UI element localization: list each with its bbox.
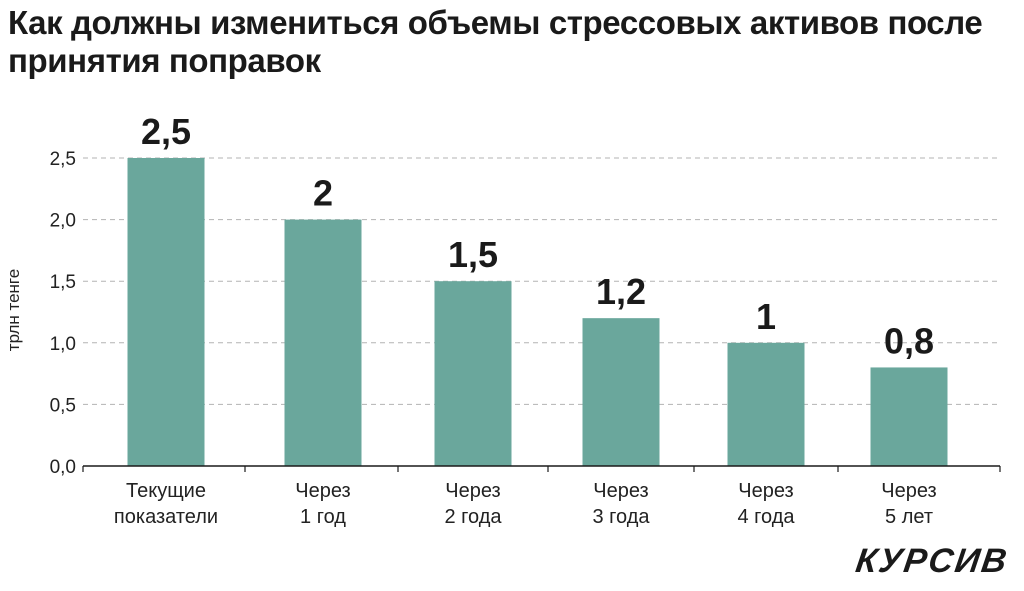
data-label: 0,8 — [884, 320, 934, 361]
category-label: Текущие показатели — [114, 480, 218, 528]
y-tick-label: 0,5 — [50, 395, 76, 416]
y-tick-label: 1,5 — [50, 272, 76, 293]
category-label: Через 3 года — [592, 480, 650, 528]
bar — [434, 281, 512, 466]
x-axis-labels: Текущие показатели Через 1 год Через 2 года Че… — [114, 480, 937, 528]
bars — [127, 158, 948, 466]
data-labels: 2,5 2 1,5 1,2 1 0,8 — [141, 111, 934, 361]
bar — [284, 219, 362, 466]
category-label: Через 2 года — [444, 480, 502, 528]
category-label: Через 5 лет — [881, 480, 936, 528]
data-label: 1,5 — [448, 234, 498, 275]
data-label: 2 — [313, 173, 333, 214]
category-label: Через 1 год — [295, 480, 350, 528]
y-tick-label: 2,0 — [50, 211, 76, 232]
data-label: 1,2 — [596, 271, 646, 312]
y-axis-ticks: 0,0 0,5 1,0 1,5 2,0 2,5 — [50, 149, 76, 478]
bar — [582, 318, 660, 466]
data-label: 1 — [756, 296, 776, 337]
y-axis-label: трлн тенге — [4, 269, 23, 351]
bar — [127, 158, 205, 466]
chart-title: Как должны измениться объемы стрессовых … — [8, 4, 983, 79]
category-label: Через 4 года — [737, 480, 795, 528]
brand-logo: КУРСИВ — [853, 542, 1011, 580]
y-tick-label: 0,0 — [50, 457, 76, 478]
bar — [727, 342, 805, 466]
y-tick-label: 1,0 — [50, 334, 76, 355]
bar — [870, 367, 948, 466]
x-axis — [82, 465, 1001, 472]
y-tick-label: 2,5 — [50, 149, 76, 170]
data-label: 2,5 — [141, 111, 191, 152]
gridlines — [83, 157, 1000, 405]
